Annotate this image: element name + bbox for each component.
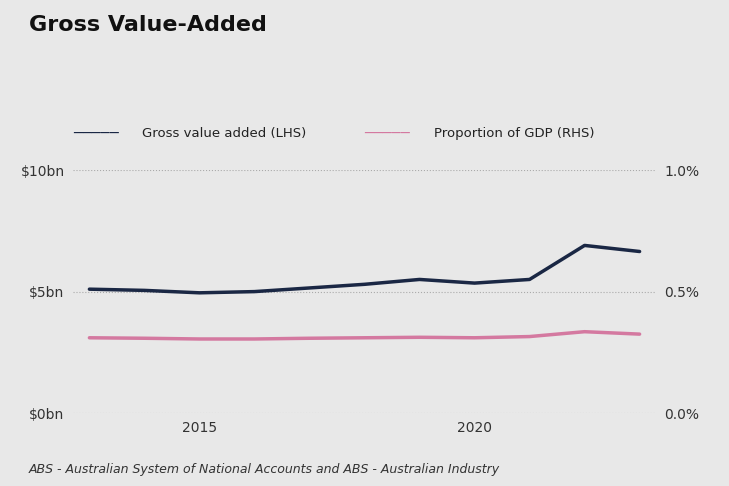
Text: Gross value added (LHS): Gross value added (LHS) xyxy=(142,127,306,140)
Text: ABS - Australian System of National Accounts and ABS - Australian Industry: ABS - Australian System of National Acco… xyxy=(29,463,500,476)
Text: Proportion of GDP (RHS): Proportion of GDP (RHS) xyxy=(434,127,594,140)
Text: ─────: ───── xyxy=(364,126,410,141)
Text: ─────: ───── xyxy=(73,126,119,141)
Text: Gross Value-Added: Gross Value-Added xyxy=(29,15,267,35)
